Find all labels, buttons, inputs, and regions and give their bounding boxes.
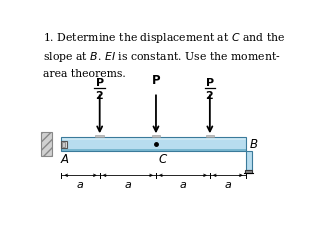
Text: $B$: $B$ [249, 138, 259, 151]
Text: $\mathbf{P}$: $\mathbf{P}$ [95, 76, 104, 88]
Text: $\mathbf{P}$: $\mathbf{P}$ [151, 74, 161, 87]
Text: $a$: $a$ [124, 180, 132, 190]
Bar [61, 141, 67, 148]
Bar [152, 135, 160, 137]
Text: $\mathbf{P}$: $\mathbf{P}$ [205, 76, 215, 88]
Text: $\mathbf{2}$: $\mathbf{2}$ [95, 89, 104, 101]
Bar [61, 137, 246, 151]
Bar [41, 132, 52, 156]
Bar [246, 151, 252, 170]
Text: $\mathbf{2}$: $\mathbf{2}$ [205, 89, 214, 101]
Bar [61, 140, 246, 149]
Text: $C$: $C$ [159, 153, 168, 166]
Text: $a$: $a$ [224, 180, 232, 190]
Text: $A$: $A$ [60, 153, 70, 166]
Bar [205, 135, 214, 137]
Bar [245, 170, 252, 173]
Text: $a$: $a$ [77, 180, 85, 190]
Bar [61, 149, 246, 151]
Bar [61, 137, 246, 140]
Text: $a$: $a$ [179, 180, 187, 190]
Bar [62, 142, 65, 147]
Bar [95, 135, 104, 137]
Text: 1. Determine the displacement at $C$ and the
slope at $B$. $EI$ is constant. Use: 1. Determine the displacement at $C$ and… [43, 31, 286, 79]
